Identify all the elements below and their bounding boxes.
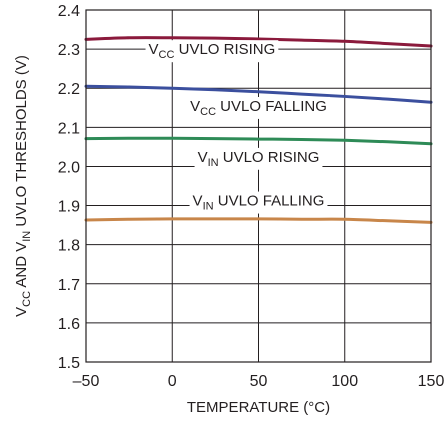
series-label-vin-falling-part: UVLO FALLING [214,193,325,210]
series-label-group-vin-falling: VIN UVLO FALLING [189,191,328,214]
x-axis-title: TEMPERATURE (°C) [187,399,330,416]
x-tick-label: –50 [73,373,100,390]
y-tick-label: 1.5 [58,355,80,372]
series-label-vcc-rising: VCC UVLO RISING [149,41,276,61]
y-tick-label: 2.2 [58,81,80,98]
series-label-vcc-rising-part: CC [159,49,175,61]
series-label-vcc-falling-part: CC [200,106,216,118]
plot-frame [85,9,432,363]
series-label-backing [189,191,328,214]
series-line-vcc-falling [84,84,433,104]
y-axis-title-part: IN [21,231,33,242]
x-tick-label: 150 [418,373,445,390]
y-tick-label: 2.0 [58,159,80,176]
series-label-backing [145,40,279,63]
y-tick-label: 1.8 [58,238,80,255]
y-tick-label: 2.4 [58,3,80,20]
series-label-backing [194,147,323,170]
series-label-vcc-rising-part: V [149,41,159,58]
series-label-group-vin-rising: VIN UVLO RISING [194,141,323,170]
y-tick-labels: 1.5 1.6 1.7 1.8 1.9 2.0 2.1 2.2 2.3 2.4 [58,3,80,372]
series-label-vin-rising-part: IN [208,157,219,169]
y-tick-label: 2.3 [58,42,80,59]
series-label-vin-falling: VIN UVLO FALLING [193,193,325,213]
y-tick-label: 1.9 [58,199,80,216]
y-axis-title: VCC AND VIN UVLO THRESHOLDS (V) [13,55,33,317]
series-label-vin-rising-part: V [198,149,208,166]
series-label-vcc-rising-part: UVLO RISING [174,41,275,58]
series-curves [84,36,433,224]
series-label-group-vcc-rising: VCC UVLO RISING [145,40,279,63]
x-tick-labels: –50 0 50 100 150 [73,373,445,390]
series-label-vcc-falling-part: V [190,98,200,115]
series-label-vin-falling-part: V [193,193,203,210]
series-label-group-vcc-falling: VCC UVLO FALLING [187,93,330,119]
y-tick-label: 1.7 [58,277,80,294]
y-axis-title-part: UVLO THRESHOLDS (V) [13,55,30,231]
y-axis-title-part: AND V [13,242,30,291]
series-label-vin-falling-part: IN [203,201,214,213]
y-axis-title-part: CC [21,291,33,307]
x-tick-label: 50 [250,373,268,390]
x-tick-label: 0 [168,373,177,390]
y-axis-title-part: V [13,307,30,317]
series-label-backing [187,96,330,119]
series-label-vcc-falling-part: UVLO FALLING [216,98,327,115]
grid-lines [85,9,432,363]
x-tick-label: 100 [331,373,358,390]
series-label-vin-rising: VIN UVLO RISING [198,149,320,169]
series-label-vcc-falling: VCC UVLO FALLING [190,98,327,118]
series-label-vin-rising-part: UVLO RISING [219,149,320,166]
series-line-vcc-rising [84,36,433,48]
series-line-vin-rising [84,136,433,146]
series-line-vin-falling [84,217,433,224]
y-tick-label: 2.1 [58,120,80,137]
y-tick-label: 1.6 [58,316,80,333]
